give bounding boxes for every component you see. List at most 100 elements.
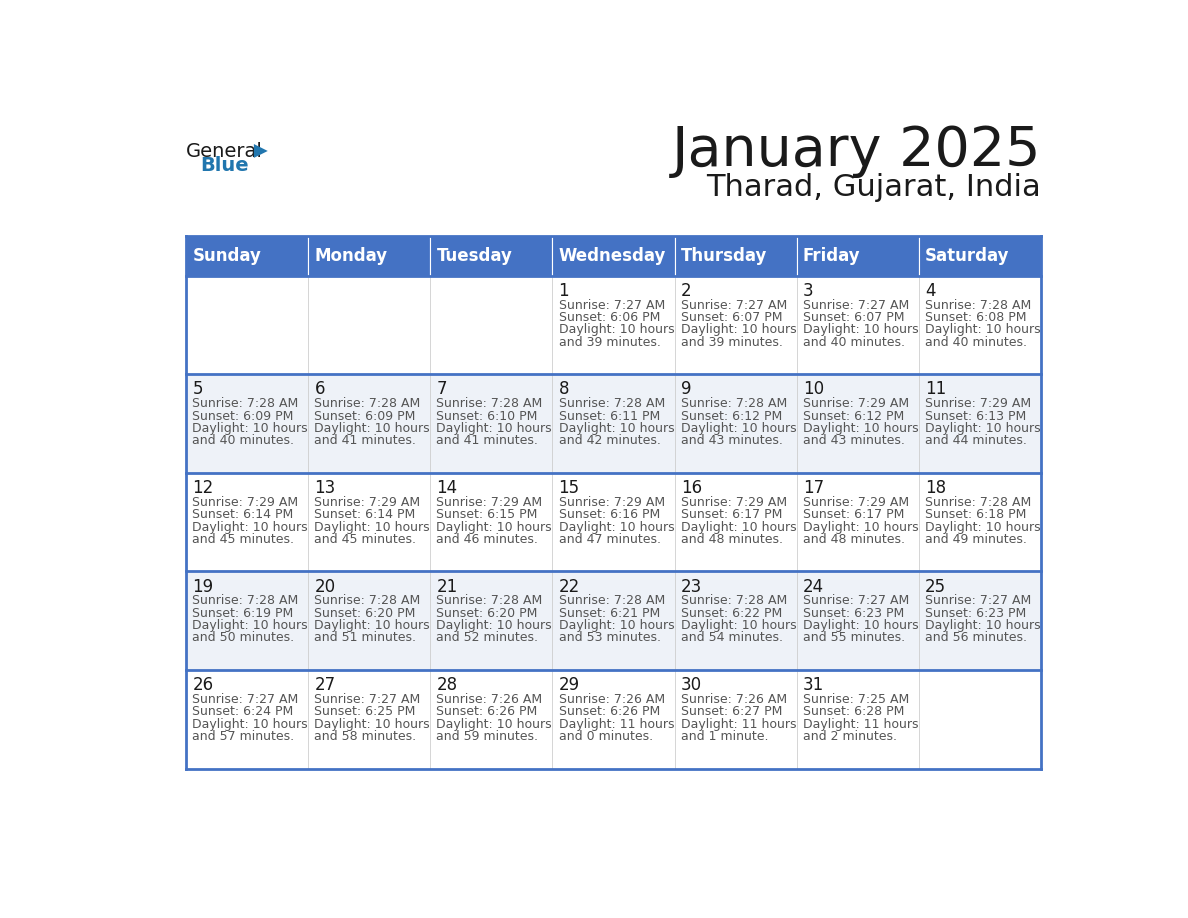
Text: Sunrise: 7:28 AM: Sunrise: 7:28 AM xyxy=(558,397,665,410)
Text: Sunset: 6:23 PM: Sunset: 6:23 PM xyxy=(925,607,1026,620)
Text: 5: 5 xyxy=(192,380,203,398)
Bar xyxy=(430,375,552,473)
Text: and 40 minutes.: and 40 minutes. xyxy=(925,336,1026,349)
Text: Sunrise: 7:27 AM: Sunrise: 7:27 AM xyxy=(192,693,298,706)
Text: 23: 23 xyxy=(681,577,702,596)
Text: and 48 minutes.: and 48 minutes. xyxy=(803,532,905,546)
Text: Daylight: 10 hours: Daylight: 10 hours xyxy=(192,718,308,731)
Text: 31: 31 xyxy=(803,677,824,694)
Text: 30: 30 xyxy=(681,677,702,694)
Text: General: General xyxy=(187,142,263,162)
Text: and 46 minutes.: and 46 minutes. xyxy=(436,532,538,546)
Text: Sunrise: 7:29 AM: Sunrise: 7:29 AM xyxy=(315,496,421,509)
Text: Sunrise: 7:29 AM: Sunrise: 7:29 AM xyxy=(681,496,786,509)
Text: and 59 minutes.: and 59 minutes. xyxy=(436,730,538,743)
Text: Sunset: 6:20 PM: Sunset: 6:20 PM xyxy=(315,607,416,620)
Text: 29: 29 xyxy=(558,677,580,694)
Text: and 0 minutes.: and 0 minutes. xyxy=(558,730,652,743)
Bar xyxy=(187,670,308,768)
Text: 9: 9 xyxy=(681,380,691,398)
Text: Sunrise: 7:29 AM: Sunrise: 7:29 AM xyxy=(436,496,543,509)
Text: Thursday: Thursday xyxy=(681,247,767,264)
Text: Sunset: 6:14 PM: Sunset: 6:14 PM xyxy=(192,509,293,521)
Text: and 1 minute.: and 1 minute. xyxy=(681,730,769,743)
Text: Sunset: 6:12 PM: Sunset: 6:12 PM xyxy=(681,409,782,422)
Text: Sunrise: 7:27 AM: Sunrise: 7:27 AM xyxy=(315,693,421,706)
Text: Sunset: 6:15 PM: Sunset: 6:15 PM xyxy=(436,509,538,521)
Text: 27: 27 xyxy=(315,677,335,694)
Bar xyxy=(187,571,308,670)
Text: Daylight: 10 hours: Daylight: 10 hours xyxy=(925,422,1041,435)
Bar xyxy=(675,670,797,768)
Text: and 39 minutes.: and 39 minutes. xyxy=(558,336,661,349)
Text: 3: 3 xyxy=(803,282,814,300)
Text: Sunrise: 7:28 AM: Sunrise: 7:28 AM xyxy=(558,595,665,608)
Text: and 39 minutes.: and 39 minutes. xyxy=(681,336,783,349)
Text: 16: 16 xyxy=(681,479,702,497)
Text: Tharad, Gujarat, India: Tharad, Gujarat, India xyxy=(706,174,1041,202)
Bar xyxy=(918,275,1041,375)
Bar xyxy=(918,375,1041,473)
Text: Daylight: 11 hours: Daylight: 11 hours xyxy=(681,718,796,731)
Text: 28: 28 xyxy=(436,677,457,694)
Text: Sunrise: 7:26 AM: Sunrise: 7:26 AM xyxy=(558,693,665,706)
Text: and 58 minutes.: and 58 minutes. xyxy=(315,730,417,743)
Bar xyxy=(308,670,430,768)
Bar xyxy=(918,571,1041,670)
Text: Daylight: 10 hours: Daylight: 10 hours xyxy=(436,718,552,731)
Text: 26: 26 xyxy=(192,677,214,694)
Text: Daylight: 11 hours: Daylight: 11 hours xyxy=(558,718,674,731)
Text: and 40 minutes.: and 40 minutes. xyxy=(803,336,905,349)
Text: 8: 8 xyxy=(558,380,569,398)
Text: 6: 6 xyxy=(315,380,324,398)
Text: Daylight: 10 hours: Daylight: 10 hours xyxy=(558,619,675,633)
Text: Sunset: 6:08 PM: Sunset: 6:08 PM xyxy=(925,311,1026,324)
Text: 11: 11 xyxy=(925,380,946,398)
Text: 4: 4 xyxy=(925,282,935,300)
Text: Sunrise: 7:28 AM: Sunrise: 7:28 AM xyxy=(681,595,786,608)
Bar xyxy=(552,571,675,670)
Text: Sunset: 6:21 PM: Sunset: 6:21 PM xyxy=(558,607,659,620)
Text: Sunrise: 7:27 AM: Sunrise: 7:27 AM xyxy=(925,595,1031,608)
Text: Daylight: 10 hours: Daylight: 10 hours xyxy=(558,422,675,435)
Text: Sunset: 6:09 PM: Sunset: 6:09 PM xyxy=(315,409,416,422)
Text: 24: 24 xyxy=(803,577,824,596)
Text: 25: 25 xyxy=(925,577,946,596)
Text: Sunset: 6:23 PM: Sunset: 6:23 PM xyxy=(803,607,904,620)
Bar xyxy=(675,236,797,275)
Bar xyxy=(552,236,675,275)
Bar xyxy=(675,275,797,375)
Bar xyxy=(552,473,675,571)
Text: Sunset: 6:24 PM: Sunset: 6:24 PM xyxy=(192,705,293,719)
Text: and 51 minutes.: and 51 minutes. xyxy=(315,632,416,644)
Text: Daylight: 10 hours: Daylight: 10 hours xyxy=(315,619,430,633)
Text: Sunrise: 7:28 AM: Sunrise: 7:28 AM xyxy=(436,397,543,410)
Text: 22: 22 xyxy=(558,577,580,596)
Text: Sunset: 6:27 PM: Sunset: 6:27 PM xyxy=(681,705,782,719)
Text: Sunset: 6:10 PM: Sunset: 6:10 PM xyxy=(436,409,538,422)
Text: Sunrise: 7:25 AM: Sunrise: 7:25 AM xyxy=(803,693,909,706)
Text: and 52 minutes.: and 52 minutes. xyxy=(436,632,538,644)
Bar xyxy=(430,275,552,375)
Text: Sunset: 6:18 PM: Sunset: 6:18 PM xyxy=(925,509,1026,521)
Text: and 49 minutes.: and 49 minutes. xyxy=(925,532,1026,546)
Bar xyxy=(918,236,1041,275)
Text: Daylight: 10 hours: Daylight: 10 hours xyxy=(681,521,796,533)
Text: Daylight: 10 hours: Daylight: 10 hours xyxy=(803,323,918,337)
Text: and 43 minutes.: and 43 minutes. xyxy=(803,434,904,447)
Bar xyxy=(797,571,918,670)
Bar xyxy=(187,275,308,375)
Text: Sunrise: 7:27 AM: Sunrise: 7:27 AM xyxy=(803,299,909,312)
Text: Daylight: 10 hours: Daylight: 10 hours xyxy=(436,521,552,533)
Bar xyxy=(308,571,430,670)
Bar xyxy=(552,670,675,768)
Text: 18: 18 xyxy=(925,479,946,497)
Text: Tuesday: Tuesday xyxy=(436,247,512,264)
Text: Sunrise: 7:28 AM: Sunrise: 7:28 AM xyxy=(681,397,786,410)
Text: and 48 minutes.: and 48 minutes. xyxy=(681,532,783,546)
Text: Sunrise: 7:29 AM: Sunrise: 7:29 AM xyxy=(558,496,665,509)
Bar xyxy=(797,275,918,375)
Bar xyxy=(675,473,797,571)
Text: and 55 minutes.: and 55 minutes. xyxy=(803,632,905,644)
Text: Daylight: 10 hours: Daylight: 10 hours xyxy=(192,422,308,435)
